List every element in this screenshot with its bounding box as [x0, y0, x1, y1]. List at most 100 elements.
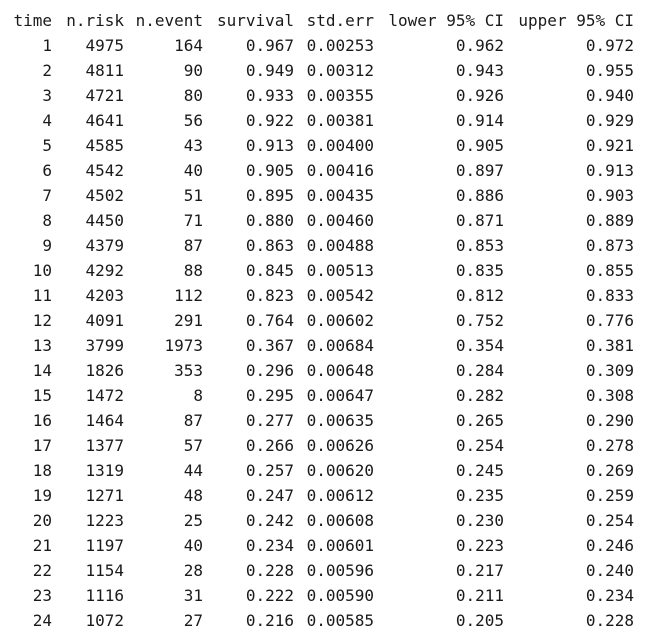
table-cell: 0.00590: [306, 586, 374, 605]
table-cell: 0.863: [245, 236, 294, 255]
table-cell: 0.833: [585, 286, 634, 305]
table-cell: 19: [32, 486, 52, 505]
table-cell: 0.00253: [306, 36, 374, 55]
table-cell: 44: [183, 461, 203, 480]
table-cell: 0.955: [585, 61, 634, 80]
table-row: 15 1472 8 0.295 0.00647 0.282 0.308: [0, 383, 653, 408]
table-cell: 25: [183, 511, 203, 530]
table-cell: 4203: [85, 286, 124, 305]
table-cell: 0.234: [585, 586, 634, 605]
table-cell: 0.913: [585, 161, 634, 180]
table-cell: 0.905: [455, 136, 504, 155]
table-row: 19 1271 48 0.247 0.00612 0.235 0.259: [0, 483, 653, 508]
table-cell: 0.230: [455, 511, 504, 530]
table-cell: 8: [193, 386, 203, 405]
table-cell: 1271: [85, 486, 124, 505]
table-cell: 1319: [85, 461, 124, 480]
table-cell: 7: [42, 186, 52, 205]
table-row: 5 4585 43 0.913 0.00400 0.905 0.921: [0, 133, 653, 158]
table-cell: 0.295: [245, 386, 294, 405]
table-cell: 0.265: [455, 411, 504, 430]
table-cell: 0.889: [585, 211, 634, 230]
table-cell: 0.00601: [306, 536, 374, 555]
table-cell: 80: [183, 86, 203, 105]
table-row: 8 4450 71 0.880 0.00460 0.871 0.889: [0, 208, 653, 233]
table-cell: 48: [183, 486, 203, 505]
table-cell: 28: [183, 561, 203, 580]
table-cell: 0.967: [245, 36, 294, 55]
table-cell: 0.00620: [306, 461, 374, 480]
table-cell: 3799: [85, 336, 124, 355]
table-cell: 40: [183, 161, 203, 180]
table-row: 22 1154 28 0.228 0.00596 0.217 0.240: [0, 558, 653, 583]
table-cell: 0.933: [245, 86, 294, 105]
table-cell: 0.211: [455, 586, 504, 605]
table-cell: 13: [32, 336, 52, 355]
table-cell: 0.242: [245, 511, 294, 530]
table-cell: 0.962: [455, 36, 504, 55]
table-cell: 0.823: [245, 286, 294, 305]
table-cell: 4721: [85, 86, 124, 105]
table-cell: 0.00435: [306, 186, 374, 205]
table-cell: 0.752: [455, 311, 504, 330]
table-cell: 6: [42, 161, 52, 180]
table-row: 1 4975 164 0.967 0.00253 0.962 0.972: [0, 33, 653, 58]
table-cell: 0.926: [455, 86, 504, 105]
table-cell: 0.228: [585, 611, 634, 630]
table-cell: 0.00355: [306, 86, 374, 105]
table-cell: 9: [42, 236, 52, 255]
table-cell: 0.897: [455, 161, 504, 180]
table-cell: 0.00585: [306, 611, 374, 630]
table-cell: 0.217: [455, 561, 504, 580]
table-cell: 0.886: [455, 186, 504, 205]
column-header: time: [13, 11, 52, 30]
table-cell: 0.284: [455, 361, 504, 380]
table-cell: 57: [183, 436, 203, 455]
table-cell: 0.812: [455, 286, 504, 305]
table-cell: 0.855: [585, 261, 634, 280]
table-cell: 0.247: [245, 486, 294, 505]
table-cell: 12: [32, 311, 52, 330]
table-cell: 0.913: [245, 136, 294, 155]
table-cell: 0.929: [585, 111, 634, 130]
table-row: 20 1223 25 0.242 0.00608 0.230 0.254: [0, 508, 653, 533]
table-cell: 0.246: [585, 536, 634, 555]
table-cell: 20: [32, 511, 52, 530]
table-row: 2 4811 90 0.949 0.00312 0.943 0.955: [0, 58, 653, 83]
table-cell: 0.943: [455, 61, 504, 80]
table-cell: 1973: [164, 336, 203, 355]
table-row: 16 1464 87 0.277 0.00635 0.265 0.290: [0, 408, 653, 433]
table-cell: 0.00400: [306, 136, 374, 155]
table-row: 24 1072 27 0.216 0.00585 0.205 0.228: [0, 608, 653, 633]
table-cell: 71: [183, 211, 203, 230]
table-cell: 0.00602: [306, 311, 374, 330]
table-cell: 0.381: [585, 336, 634, 355]
table-cell: 0.00381: [306, 111, 374, 130]
table-cell: 0.254: [585, 511, 634, 530]
table-row: 3 4721 80 0.933 0.00355 0.926 0.940: [0, 83, 653, 108]
table-cell: 0.871: [455, 211, 504, 230]
column-header: std.err: [306, 11, 374, 30]
table-row: 10 4292 88 0.845 0.00513 0.835 0.855: [0, 258, 653, 283]
table-cell: 0.905: [245, 161, 294, 180]
table-cell: 0.895: [245, 186, 294, 205]
table-cell: 0.00596: [306, 561, 374, 580]
table-cell: 0.00488: [306, 236, 374, 255]
table-cell: 2: [42, 61, 52, 80]
table-cell: 1116: [85, 586, 124, 605]
table-cell: 0.00608: [306, 511, 374, 530]
table-row: 6 4542 40 0.905 0.00416 0.897 0.913: [0, 158, 653, 183]
table-cell: 291: [174, 311, 203, 330]
column-header: lower 95% CI: [388, 11, 504, 30]
table-cell: 0.257: [245, 461, 294, 480]
table-cell: 1377: [85, 436, 124, 455]
table-cell: 0.254: [455, 436, 504, 455]
table-cell: 0.216: [245, 611, 294, 630]
table-cell: 4585: [85, 136, 124, 155]
table-cell: 0.922: [245, 111, 294, 130]
table-row: 12 4091 291 0.764 0.00602 0.752 0.776: [0, 308, 653, 333]
table-cell: 0.00542: [306, 286, 374, 305]
table-cell: 0.296: [245, 361, 294, 380]
table-row: 4 4641 56 0.922 0.00381 0.914 0.929: [0, 108, 653, 133]
